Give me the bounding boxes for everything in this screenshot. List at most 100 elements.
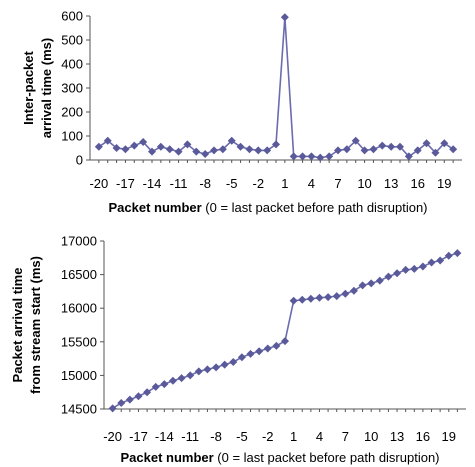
top-data-point (236, 142, 245, 151)
top-xtick-label: 7 (334, 176, 341, 191)
top-xtick-label: -14 (143, 176, 162, 191)
bottom-xaxis: -20 -17 -14 -11 -8 -5 -2 1 4 7 10 13 16 19 (103, 408, 466, 444)
bottom-data-point (306, 294, 315, 303)
top-xtick-label: 16 (410, 176, 424, 191)
bottom-xtick-label: 10 (364, 429, 378, 444)
bottom-data-point (263, 344, 272, 353)
top-xaxis: -20 -17 -14 -11 -8 -5 -2 1 4 7 10 13 16 19 (89, 159, 462, 191)
bottom-data-point (393, 269, 402, 278)
top-ylabel: Inter-packet arrival time (ms) (21, 38, 54, 138)
top-ytick-label: 400 (61, 57, 83, 72)
bottom-xtick-label: 7 (342, 429, 349, 444)
top-xtick-label: 1 (281, 176, 288, 191)
bottom-xtick-label: 1 (290, 429, 297, 444)
bottom-xtick-label: 13 (390, 429, 404, 444)
top-xtick-label: -2 (253, 176, 265, 191)
bottom-data-point (220, 360, 229, 369)
top-data-point (396, 142, 404, 151)
top-data-point (378, 141, 387, 150)
top-xtick-label: 10 (357, 176, 371, 191)
top-data-point (148, 147, 156, 156)
bottom-xtick-label: 19 (442, 429, 456, 444)
top-ylabel-line-1: Inter-packet (21, 50, 36, 124)
bottom-data-point (108, 404, 117, 413)
top-data-point (360, 146, 369, 155)
top-xtick-label: -5 (226, 176, 238, 191)
top-xtick-label: -8 (199, 176, 211, 191)
bottom-ytick-label: 16500 (61, 267, 97, 282)
top-data-point (174, 147, 183, 156)
bottom-data-point (168, 376, 177, 385)
top-ytick-label: 0 (76, 153, 83, 168)
top-data-point (245, 145, 254, 154)
bottom-data-point (229, 357, 238, 366)
bottom-ylabel-line-1: Packet arrival time (10, 268, 25, 383)
bottom-data-point (255, 347, 264, 356)
top-data-point (413, 146, 422, 155)
top-data-point (112, 144, 121, 152)
top-xlabel: Packet number (0 = last packet before pa… (108, 200, 427, 215)
bottom-data-point (246, 349, 255, 358)
top-ytick-label: 500 (61, 33, 83, 48)
top-data-point (254, 146, 263, 155)
bottom-data-point (203, 365, 212, 374)
bottom-data-point (177, 374, 186, 383)
bottom-data-point (194, 367, 203, 376)
bottom-data-point (160, 380, 169, 389)
bottom-data-point (315, 293, 324, 302)
bottom-data-point (134, 392, 143, 401)
top-data-point (289, 152, 298, 161)
top-xtick-label: -17 (116, 176, 135, 191)
top-series-line (98, 17, 454, 159)
bottom-data-point (324, 293, 333, 302)
bottom-ylabel-line-2: from stream start (ms) (28, 256, 43, 394)
top-data-point (440, 139, 449, 148)
top-data-point (183, 140, 192, 149)
top-data-point (404, 152, 413, 161)
bottom-ylabel: Packet arrival time from stream start (m… (10, 256, 43, 394)
top-data-point (298, 152, 307, 161)
bottom-yaxis: 14500 15000 15500 16000 16500 17000 (61, 234, 105, 417)
bottom-ytick-label: 15500 (61, 334, 97, 349)
bottom-data-point (332, 292, 341, 301)
top-xtick-label: 13 (384, 176, 398, 191)
bottom-data-point (272, 341, 281, 350)
bottom-data-point (367, 279, 376, 288)
top-data-point (316, 153, 325, 162)
top-data-point (280, 13, 289, 22)
top-xtick-label: 4 (308, 176, 315, 191)
bottom-ytick-label: 17000 (61, 234, 97, 249)
bottom-xtick-label: -5 (236, 429, 248, 444)
top-data-point (201, 150, 210, 158)
bottom-data-point (453, 249, 462, 258)
chart-arrival-time: Packet arrival time from stream start (m… (10, 234, 466, 465)
top-series-1 (94, 13, 458, 162)
top-data-point (121, 145, 130, 154)
top-data-point (156, 142, 165, 151)
bottom-data-point (436, 256, 445, 265)
bottom-xlabel: Packet number (0 = last packet before pa… (120, 450, 439, 465)
bottom-data-point (384, 272, 393, 281)
bottom-data-point (237, 353, 246, 362)
bottom-data-point (410, 264, 419, 273)
bottom-xtick-label: -14 (155, 429, 174, 444)
bottom-xtick-label: -20 (103, 429, 122, 444)
top-data-point (422, 139, 431, 148)
bottom-ytick-label: 14500 (61, 402, 97, 417)
top-data-point (351, 136, 360, 145)
top-data-point (307, 152, 316, 161)
bottom-xtick-label: -17 (129, 429, 148, 444)
top-ytick-label: 100 (61, 129, 83, 144)
top-data-point (325, 152, 334, 161)
bottom-data-point (341, 289, 350, 298)
bottom-data-point (444, 251, 453, 260)
bottom-data-point (151, 382, 160, 391)
bottom-data-point (427, 258, 436, 267)
bottom-data-point (289, 296, 298, 305)
bottom-data-point (143, 388, 152, 397)
bottom-xlabel-bold: Packet number (120, 450, 213, 465)
top-data-point (387, 142, 396, 151)
bottom-series-1 (108, 249, 462, 413)
top-data-point (263, 146, 272, 155)
